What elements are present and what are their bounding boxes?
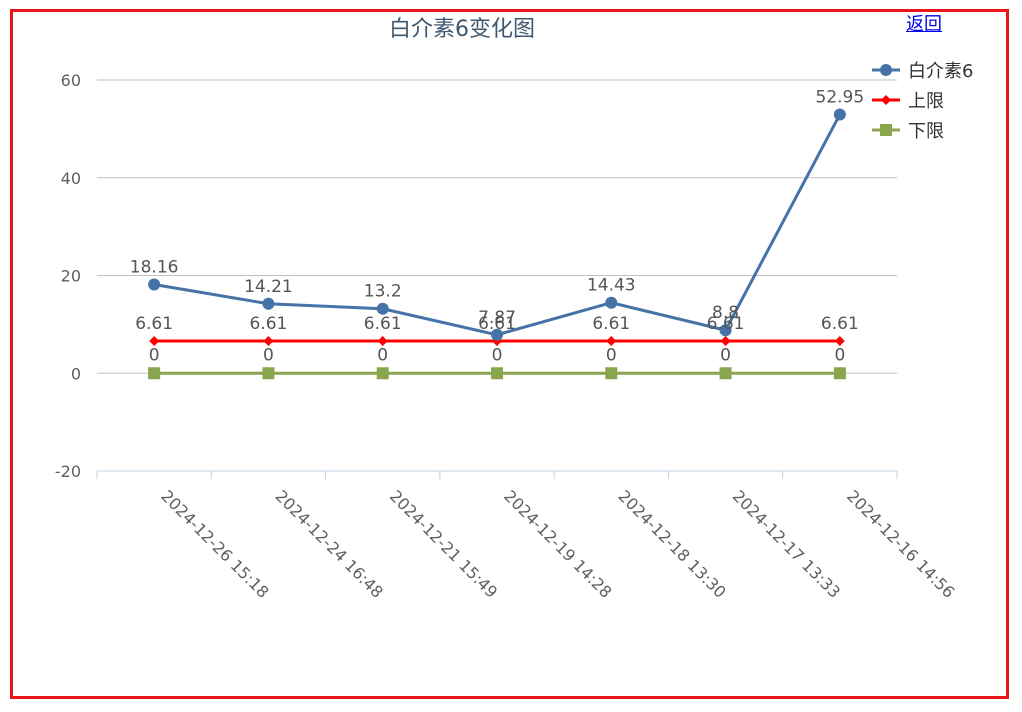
x-tick-label: 2024-12-24 16:48 [272,486,387,601]
y-tick-label: 20 [61,267,81,286]
data-label: 0 [606,345,617,365]
data-label: 6.61 [364,314,402,334]
data-point [263,335,274,346]
data-label: 6.61 [249,314,287,334]
x-tick-label: 2024-12-21 15:49 [386,486,501,601]
data-label: 0 [149,345,160,365]
data-label: 14.43 [587,276,636,296]
data-point [376,302,389,315]
data-point [833,108,846,121]
data-point [149,335,160,346]
y-tick-label: 40 [61,169,81,188]
data-point [262,297,275,310]
x-tick-label: 2024-12-18 13:30 [614,486,729,601]
data-point [719,367,732,380]
x-tick-label: 2024-12-17 13:33 [729,486,844,601]
data-label: 7.87 [478,308,516,328]
data-label: 6.61 [592,314,630,334]
data-label: 0 [834,345,845,365]
x-tick-label: 2024-12-19 14:28 [500,486,615,601]
chart-frame [10,9,1009,699]
legend-marker [880,124,892,136]
y-tick-label: 60 [61,71,81,90]
y-tick-label: -20 [55,462,81,481]
data-label: 6.61 [707,314,745,334]
data-label: 52.95 [816,87,865,107]
x-tick-label: 2024-12-16 14:56 [843,486,958,601]
data-point [833,367,846,380]
legend-marker [881,95,891,105]
data-point [491,367,503,380]
data-point [719,324,732,337]
data-label: 18.16 [130,257,179,277]
legend-label: 下限 [908,121,944,142]
chart-title: 白介素6变化图 [389,17,535,42]
legend-marker [880,64,892,76]
data-point [605,296,618,309]
data-label: 6.61 [821,314,859,334]
data-point [262,367,275,380]
data-point [834,335,845,346]
data-label: 0 [492,345,503,365]
data-point [606,335,617,346]
series-line [153,113,842,337]
data-label: 6.61 [135,314,173,334]
data-point [376,367,389,380]
legend-label: 白介素6 [908,61,973,82]
data-point [491,328,503,341]
data-point [605,367,618,380]
data-label: 14.21 [244,277,293,297]
data-point [148,278,161,291]
data-label: 13.2 [364,282,402,302]
back-link[interactable]: 返回 [906,14,942,35]
x-tick-label: 2024-12-26 15:18 [157,486,272,601]
data-label: 6.61 [478,314,516,334]
data-label: 0 [263,345,274,365]
y-tick-label: 0 [71,364,81,383]
legend-label: 上限 [908,91,944,112]
data-label: 8.8 [712,303,739,323]
data-label: 0 [720,345,731,365]
data-point [377,335,388,346]
data-point [148,367,161,380]
data-label: 0 [377,345,388,365]
data-point [720,335,731,346]
